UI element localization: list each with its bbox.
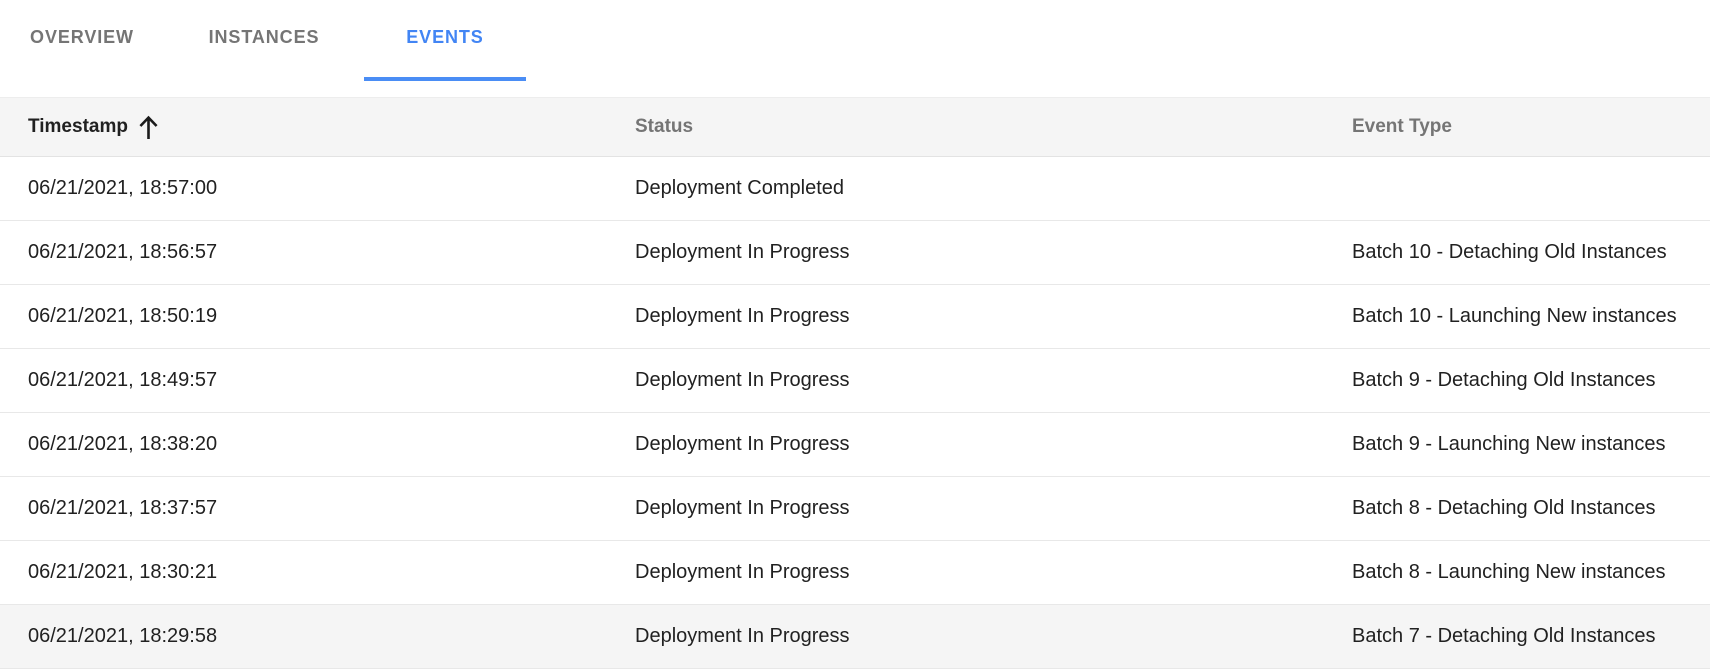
cell-status: Deployment In Progress — [635, 369, 850, 391]
cell-timestamp: 06/21/2021, 18:29:58 — [28, 625, 218, 647]
cell-event-type: Batch 8 - Launching New instances — [1352, 561, 1666, 583]
cell-status: Deployment Completed — [635, 177, 844, 199]
cell-status: Deployment In Progress — [635, 433, 850, 455]
table-row[interactable]: 06/21/2021, 18:29:58 Deployment In Progr… — [0, 605, 1710, 669]
events-table: Timestamp Status Event Type 06/21/2021, … — [0, 97, 1710, 669]
table-row[interactable]: 06/21/2021, 18:37:57 Deployment In Progr… — [0, 477, 1710, 541]
cell-timestamp: 06/21/2021, 18:56:57 — [28, 241, 218, 263]
cell-timestamp: 06/21/2021, 18:37:57 — [28, 497, 218, 519]
cell-event-type: Batch 10 - Launching New instances — [1352, 305, 1677, 327]
tab-overview[interactable]: OVERVIEW — [0, 0, 164, 81]
cell-event-type: Batch 7 - Detaching Old Instances — [1352, 625, 1656, 647]
cell-event-type: Batch 9 - Detaching Old Instances — [1352, 369, 1656, 391]
tab-events[interactable]: EVENTS — [364, 0, 526, 81]
cell-status: Deployment In Progress — [635, 305, 850, 327]
table-row[interactable]: 06/21/2021, 18:57:00 Deployment Complete… — [0, 157, 1710, 221]
column-header-status[interactable]: Status — [635, 116, 694, 137]
tab-instances[interactable]: INSTANCES — [164, 0, 364, 81]
cell-timestamp: 06/21/2021, 18:57:00 — [28, 177, 218, 199]
column-header-timestamp[interactable]: Timestamp — [28, 114, 635, 141]
cell-timestamp: 06/21/2021, 18:30:21 — [28, 561, 218, 583]
sort-ascending-icon — [137, 114, 160, 141]
column-header-event-type[interactable]: Event Type — [1352, 116, 1452, 137]
cell-event-type: Batch 9 - Launching New instances — [1352, 433, 1666, 455]
cell-event-type: Batch 10 - Detaching Old Instances — [1352, 241, 1667, 263]
cell-status: Deployment In Progress — [635, 625, 850, 647]
cell-status: Deployment In Progress — [635, 241, 850, 263]
cell-event-type: Batch 8 - Detaching Old Instances — [1352, 497, 1656, 519]
table-row[interactable]: 06/21/2021, 18:49:57 Deployment In Progr… — [0, 349, 1710, 413]
column-header-timestamp-label: Timestamp — [28, 116, 128, 137]
cell-status: Deployment In Progress — [635, 497, 850, 519]
cell-timestamp: 06/21/2021, 18:49:57 — [28, 369, 218, 391]
tab-bar: OVERVIEW INSTANCES EVENTS — [0, 0, 1710, 81]
cell-timestamp: 06/21/2021, 18:50:19 — [28, 305, 218, 327]
cell-status: Deployment In Progress — [635, 561, 850, 583]
table-header: Timestamp Status Event Type — [0, 97, 1710, 157]
table-row[interactable]: 06/21/2021, 18:38:20 Deployment In Progr… — [0, 413, 1710, 477]
table-row[interactable]: 06/21/2021, 18:30:21 Deployment In Progr… — [0, 541, 1710, 605]
table-row[interactable]: 06/21/2021, 18:50:19 Deployment In Progr… — [0, 285, 1710, 349]
table-row[interactable]: 06/21/2021, 18:56:57 Deployment In Progr… — [0, 221, 1710, 285]
cell-timestamp: 06/21/2021, 18:38:20 — [28, 433, 218, 455]
